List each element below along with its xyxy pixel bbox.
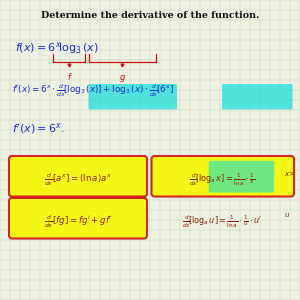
Text: g: g	[120, 74, 125, 82]
FancyBboxPatch shape	[222, 84, 292, 110]
FancyBboxPatch shape	[9, 156, 147, 196]
Text: $\frac{d}{dx}\!\left[\log_a u\right] = \frac{1}{\ln a} \cdot \frac{1}{u} \cdot u: $\frac{d}{dx}\!\left[\log_a u\right] = \…	[182, 213, 262, 230]
FancyBboxPatch shape	[152, 156, 294, 196]
FancyBboxPatch shape	[209, 161, 274, 193]
Text: $x\!>$: $x\!>$	[284, 169, 295, 178]
Text: $\frac{d}{dx}\!\left[\log_a x\right] = \frac{1}{\ln a} \cdot \frac{1}{x}$: $\frac{d}{dx}\!\left[\log_a x\right] = \…	[189, 172, 255, 188]
Text: $\frac{d}{dx}\left[fg\right] = fg' + gf'$: $\frac{d}{dx}\left[fg\right] = fg' + gf'…	[44, 213, 112, 230]
Text: $\frac{d}{dx}\left[a^x\right] = (\ln a)a^x$: $\frac{d}{dx}\left[a^x\right] = (\ln a)a…	[44, 172, 112, 188]
FancyBboxPatch shape	[88, 84, 177, 110]
Text: f: f	[68, 74, 70, 82]
Text: $f(x) = 6^x\!\log_3(x)$: $f(x) = 6^x\!\log_3(x)$	[15, 40, 99, 56]
FancyBboxPatch shape	[9, 198, 147, 238]
Text: Determine the derivative of the function.: Determine the derivative of the function…	[41, 11, 259, 20]
Text: $f'(x) = 6^x.$: $f'(x) = 6^x.$	[12, 122, 64, 136]
Text: $f'(x) = 6^x \cdot \frac{d}{dx}\!\left[\log_3(x)\right] + \log_3(x) \cdot \frac{: $f'(x) = 6^x \cdot \frac{d}{dx}\!\left[\…	[12, 82, 174, 99]
Text: $u$: $u$	[284, 211, 290, 219]
